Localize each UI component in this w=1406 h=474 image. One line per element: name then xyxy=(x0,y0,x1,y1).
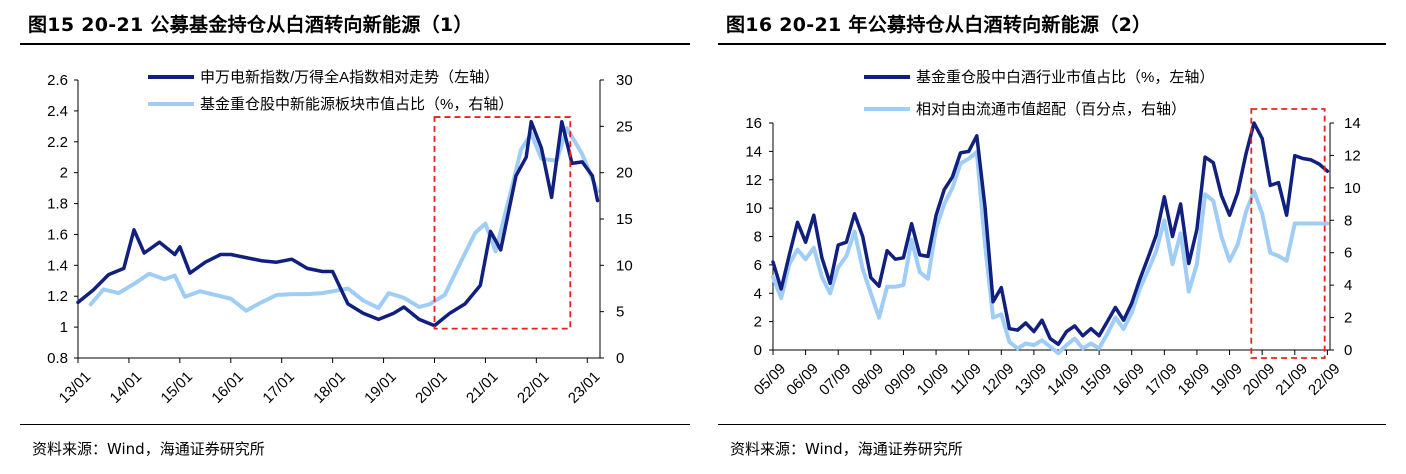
series-dark-line xyxy=(771,121,1330,347)
x-tick-label: 19/09 xyxy=(1207,360,1246,399)
y-right-tick-label: 15 xyxy=(616,211,633,228)
right-chart-panel: 图16 20-21 年公募持仓从白酒转向新能源（2） 0 2 4 6 8 10 12 14 16… xyxy=(718,0,1386,474)
y-right-tick-label: 10 xyxy=(1344,180,1361,197)
right-title-rule xyxy=(718,43,1386,45)
legend-label: 相对自由流通市值超配（百分点，右轴） xyxy=(916,101,1186,118)
x-tick-label: 08/09 xyxy=(849,360,888,399)
right-source-rule xyxy=(718,424,1386,425)
y-right-tick-label: 14 xyxy=(1344,115,1361,132)
x-tick-label: 18/09 xyxy=(1175,360,1214,399)
legend-label: 申万电新指数/万得全A指数相对走势（左轴） xyxy=(200,68,499,86)
x-tick-label: 07/09 xyxy=(816,360,855,399)
y-left-tick-label: 12 xyxy=(745,172,762,189)
left-chart-panel: 图15 20-21 公募基金持仓从白酒转向新能源（1） 0.8 1 1.2 1.4 1.… xyxy=(20,0,690,474)
x-tick-label: 22/01 xyxy=(514,368,553,407)
x-tick-label: 21/09 xyxy=(1272,360,1311,399)
y-left-tick-label: 0 xyxy=(754,342,762,359)
highlight-box xyxy=(1250,108,1326,359)
x-tick-label: 21/01 xyxy=(463,368,502,407)
y-left-tick-label: 4 xyxy=(754,285,762,302)
y-right-tick-label: 20 xyxy=(616,165,633,182)
x-tick-label: 15/09 xyxy=(1077,360,1116,399)
y-right-tick-label: 0 xyxy=(1344,342,1352,359)
x-tick-label: 13/01 xyxy=(56,368,95,407)
y-right-tick-label: 8 xyxy=(1344,212,1352,229)
right-chart: 02468101214160246810121405/0906/0907/090… xyxy=(745,69,1361,399)
y-left-tick-label: 10 xyxy=(745,200,762,217)
x-tick-label: 05/09 xyxy=(751,360,790,399)
x-tick-label: 19/01 xyxy=(361,368,400,407)
y-left-tick-label: 1.8 xyxy=(47,196,68,213)
y-left-tick-label: 1 xyxy=(60,319,68,336)
y-right-tick-label: 30 xyxy=(616,72,633,89)
y-left-tick-label: 2.2 xyxy=(47,134,68,151)
x-tick-label: 10/09 xyxy=(914,360,953,399)
x-tick-label: 13/09 xyxy=(1012,360,1051,399)
x-tick-label: 16/01 xyxy=(208,368,247,407)
y-right-tick-label: 4 xyxy=(1344,277,1352,294)
left-chart-title: 图15 20-21 公募基金持仓从白酒转向新能源（1） xyxy=(28,14,473,36)
y-right-tick-label: 10 xyxy=(616,257,633,274)
x-tick-label: 16/09 xyxy=(1109,360,1148,399)
right-chart-title: 图16 20-21 年公募持仓从白酒转向新能源（2） xyxy=(726,14,1152,36)
y-right-tick-label: 6 xyxy=(1344,245,1352,262)
y-left-tick-label: 14 xyxy=(745,143,762,160)
x-tick-label: 20/09 xyxy=(1240,360,1279,399)
y-left-tick-label: 2.4 xyxy=(47,103,68,120)
y-left-tick-label: 2 xyxy=(60,165,68,182)
x-tick-label: 11/09 xyxy=(947,360,985,398)
y-left-tick-label: 6 xyxy=(754,257,762,274)
x-tick-label: 20/01 xyxy=(412,368,451,407)
y-right-tick-label: 2 xyxy=(1344,310,1352,327)
x-tick-label: 15/01 xyxy=(158,368,197,407)
left-source-note: 资料来源：Wind，海通证券研究所 xyxy=(32,440,265,458)
series-light-line xyxy=(88,126,600,313)
y-right-tick-label: 12 xyxy=(1344,147,1361,164)
x-tick-label: 06/09 xyxy=(783,360,822,399)
highlight-box xyxy=(433,116,572,330)
y-left-tick-label: 1.4 xyxy=(47,257,68,274)
y-right-tick-label: 25 xyxy=(616,118,633,135)
y-right-tick-label: 0 xyxy=(616,350,624,367)
x-tick-label: 17/09 xyxy=(1142,360,1181,399)
y-left-tick-label: 16 xyxy=(745,115,762,132)
series-light-line xyxy=(771,150,1330,356)
x-tick-label: 14/01 xyxy=(107,368,146,407)
x-tick-label: 22/09 xyxy=(1305,360,1344,399)
left-chart: 0.8 1 1.2 1.4 1.6 1.8 2 2.2 2.4 2.6 0 5 10 15 20 25 30 13… xyxy=(47,68,633,407)
left-source-rule xyxy=(20,424,690,425)
y-left-tick-label: 2 xyxy=(754,314,762,331)
y-left-tick-label: 2.6 xyxy=(47,72,68,89)
y-right-tick-label: 5 xyxy=(616,304,624,321)
y-left-tick-label: 0.8 xyxy=(47,350,68,367)
x-tick-label: 12/09 xyxy=(979,360,1018,399)
y-left-tick-label: 1.2 xyxy=(47,288,68,305)
left-title-rule xyxy=(20,43,690,45)
x-tick-label: 23/01 xyxy=(565,368,604,407)
x-tick-label: 09/09 xyxy=(881,360,920,399)
right-source-note: 资料来源：Wind，海通证券研究所 xyxy=(730,440,963,458)
x-tick-label: 18/01 xyxy=(310,368,349,407)
series-dark-line xyxy=(76,119,600,328)
x-tick-label: 14/09 xyxy=(1044,360,1083,399)
legend-label: 基金重仓股中新能源板块市值占比（%，右轴） xyxy=(200,95,513,113)
y-left-tick-label: 8 xyxy=(754,229,762,246)
x-tick-label: 17/01 xyxy=(259,368,298,407)
legend-label: 基金重仓股中白酒行业市值占比（%，左轴） xyxy=(916,69,1214,86)
y-left-tick-label: 1.6 xyxy=(47,226,68,243)
